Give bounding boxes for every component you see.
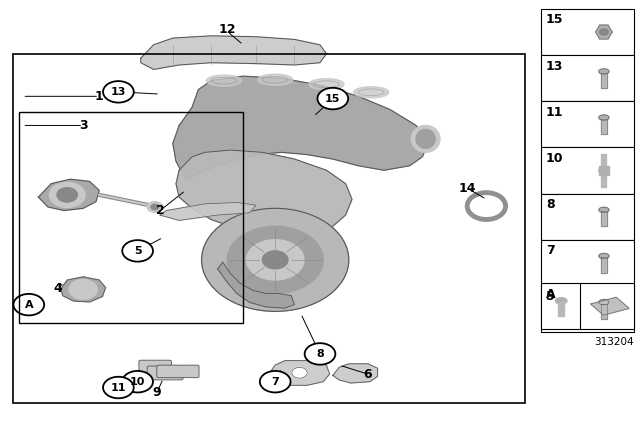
Ellipse shape (416, 129, 435, 148)
FancyBboxPatch shape (157, 365, 199, 378)
Circle shape (262, 251, 288, 269)
Text: 5: 5 (134, 246, 141, 256)
Text: 15: 15 (546, 13, 563, 26)
Ellipse shape (599, 254, 609, 258)
Polygon shape (601, 257, 607, 272)
Text: 7: 7 (546, 244, 555, 257)
Ellipse shape (308, 78, 344, 90)
Polygon shape (160, 202, 256, 220)
FancyBboxPatch shape (147, 366, 183, 380)
Circle shape (122, 240, 153, 262)
Polygon shape (601, 73, 607, 88)
Circle shape (202, 208, 349, 311)
Polygon shape (333, 364, 378, 383)
FancyBboxPatch shape (139, 360, 172, 375)
Text: 13: 13 (111, 87, 126, 97)
Polygon shape (38, 179, 99, 211)
Polygon shape (558, 302, 564, 316)
Text: 8: 8 (546, 198, 554, 211)
Polygon shape (602, 154, 607, 186)
Ellipse shape (206, 75, 242, 86)
Polygon shape (176, 150, 352, 235)
Ellipse shape (556, 297, 567, 304)
Text: 3: 3 (79, 119, 88, 132)
Polygon shape (601, 119, 607, 134)
Bar (541, 286, 634, 332)
Ellipse shape (599, 168, 609, 173)
Circle shape (246, 240, 304, 280)
Bar (541, 101, 634, 147)
Ellipse shape (599, 300, 609, 305)
Ellipse shape (412, 125, 440, 152)
Bar (541, 283, 634, 329)
Circle shape (600, 29, 609, 35)
Polygon shape (596, 25, 612, 39)
Circle shape (13, 294, 44, 315)
Bar (541, 9, 634, 55)
Polygon shape (599, 166, 609, 175)
Text: 13: 13 (546, 60, 563, 73)
Polygon shape (173, 76, 429, 179)
Text: 313204: 313204 (594, 337, 634, 347)
Text: 10: 10 (546, 152, 563, 165)
Bar (541, 147, 634, 194)
Text: A: A (24, 300, 33, 310)
Text: 1: 1 (95, 90, 104, 103)
Bar (541, 55, 634, 101)
Polygon shape (141, 36, 326, 69)
Ellipse shape (599, 207, 609, 212)
Ellipse shape (599, 69, 609, 74)
Text: 14: 14 (458, 181, 476, 195)
Circle shape (151, 204, 159, 210)
Circle shape (49, 182, 85, 207)
Circle shape (103, 81, 134, 103)
Polygon shape (269, 361, 330, 385)
Circle shape (227, 226, 323, 293)
Text: 6: 6 (364, 367, 372, 381)
Ellipse shape (353, 86, 389, 98)
Bar (13, 54, 525, 403)
Polygon shape (591, 297, 629, 315)
Circle shape (305, 343, 335, 365)
Bar (541, 240, 634, 286)
Text: 5: 5 (546, 290, 555, 303)
Circle shape (103, 377, 134, 398)
Polygon shape (601, 304, 607, 319)
Ellipse shape (599, 115, 609, 120)
Circle shape (69, 280, 97, 299)
Bar (19, 112, 243, 323)
Text: 12: 12 (218, 22, 236, 36)
Text: 7: 7 (271, 377, 279, 387)
Circle shape (260, 371, 291, 392)
Text: 4: 4 (53, 282, 62, 296)
Circle shape (147, 202, 163, 212)
Text: A: A (546, 288, 556, 301)
Bar (541, 194, 634, 240)
Circle shape (317, 88, 348, 109)
Ellipse shape (257, 74, 293, 86)
Text: 2: 2 (156, 204, 164, 217)
Polygon shape (218, 262, 294, 308)
Text: 8: 8 (316, 349, 324, 359)
Polygon shape (61, 277, 106, 302)
Text: 11: 11 (546, 106, 563, 119)
Text: 10: 10 (130, 377, 145, 387)
Circle shape (292, 367, 307, 378)
Text: 15: 15 (325, 94, 340, 103)
Text: 11: 11 (111, 383, 126, 392)
Circle shape (122, 371, 153, 392)
Circle shape (57, 188, 77, 202)
Polygon shape (601, 211, 607, 227)
Text: 9: 9 (152, 386, 161, 400)
